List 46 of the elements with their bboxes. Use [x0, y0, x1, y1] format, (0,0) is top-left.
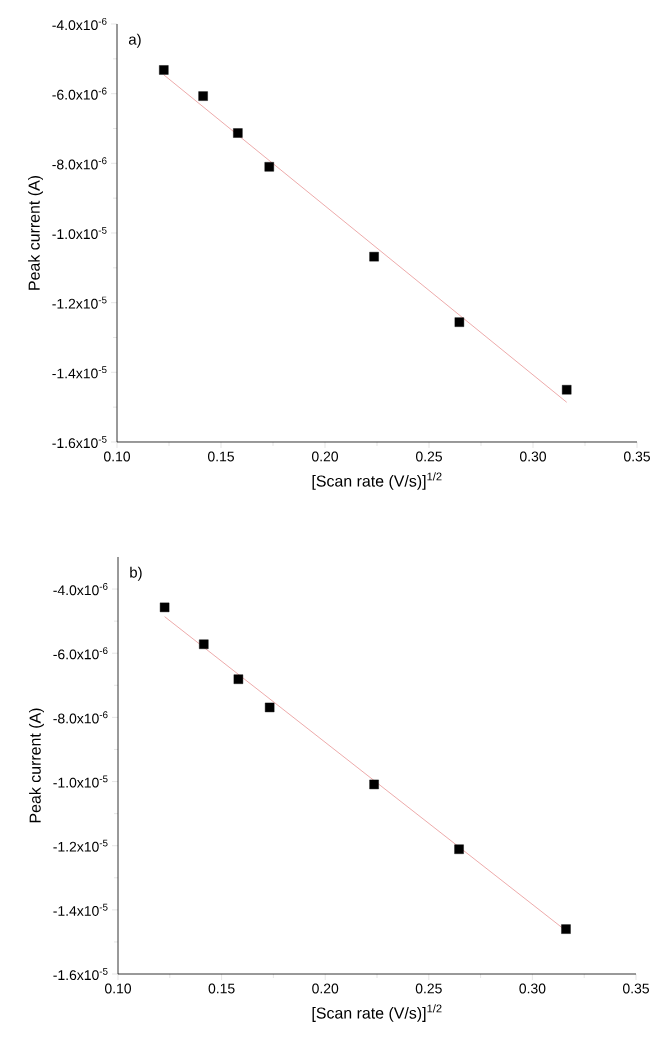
- x-tick-label: 0.10: [104, 983, 132, 994]
- x-tick-label: 0.25: [415, 451, 442, 462]
- y-axis-title: Peak current (A): [28, 175, 43, 290]
- point: [198, 91, 208, 101]
- y-tick-label: -4.0x10$^{-6}$: [52, 17, 107, 31]
- y-tick-label: -1.2x10$^{-5}$: [52, 296, 107, 309]
- y-tick-label: -1.0x10$^{-5}$: [53, 775, 108, 788]
- y-tick-label: -4.0x10$^{-6}$: [53, 583, 108, 596]
- y-tick-label: -1.6x10$^{-5}$: [52, 435, 107, 449]
- x-axis-title: [Scan rate (V/s)]$^{1/2}$: [312, 1004, 442, 1022]
- y-tick-label: -6.0x10$^{-6}$: [52, 87, 107, 100]
- x-tick-label: 0.15: [207, 451, 234, 462]
- y-tick-label: -8.0x10$^{-6}$: [53, 711, 108, 724]
- y-axis-title: Peak current (A): [29, 708, 44, 823]
- point: [454, 844, 464, 854]
- y-tick-label: -1.6x10$^{-5}$: [53, 967, 108, 981]
- y-tick-label: -6.0x10$^{-6}$: [53, 647, 108, 660]
- y-tick-label: -1.2x10$^{-5}$: [53, 839, 108, 852]
- point: [369, 251, 379, 262]
- point: [159, 65, 169, 75]
- annotation: a): [128, 33, 141, 48]
- point: [233, 674, 244, 684]
- point: [199, 639, 209, 649]
- point: [233, 128, 243, 138]
- y-tick-label: -8.0x10$^{-6}$: [52, 157, 107, 170]
- y-tick-label: -1.4x10$^{-5}$: [53, 903, 108, 916]
- point: [562, 385, 572, 395]
- x-tick-label: 0.25: [415, 983, 442, 994]
- point: [264, 702, 275, 713]
- y-tick-label: -1.4x10$^{-5}$: [52, 366, 107, 379]
- annotation: b): [130, 566, 142, 581]
- point: [159, 602, 170, 613]
- point: [369, 779, 379, 790]
- x-tick-label: 0.20: [311, 451, 339, 462]
- x-tick-label: 0.10: [103, 451, 131, 462]
- x-tick-label: 0.35: [623, 451, 650, 462]
- point: [454, 317, 465, 327]
- x-tick-label: 0.35: [622, 983, 649, 994]
- x-tick-label: 0.30: [519, 451, 547, 462]
- point: [561, 924, 571, 934]
- x-tick-label: 0.30: [519, 983, 546, 994]
- point: [264, 162, 274, 172]
- x-tick-label: 0.20: [312, 983, 339, 994]
- x-tick-label: 0.15: [208, 983, 235, 994]
- x-axis-title: [Scan rate (V/s)]$^{1/2}$: [312, 472, 442, 490]
- y-tick-label: -1.0x10$^{-5}$: [52, 226, 107, 240]
